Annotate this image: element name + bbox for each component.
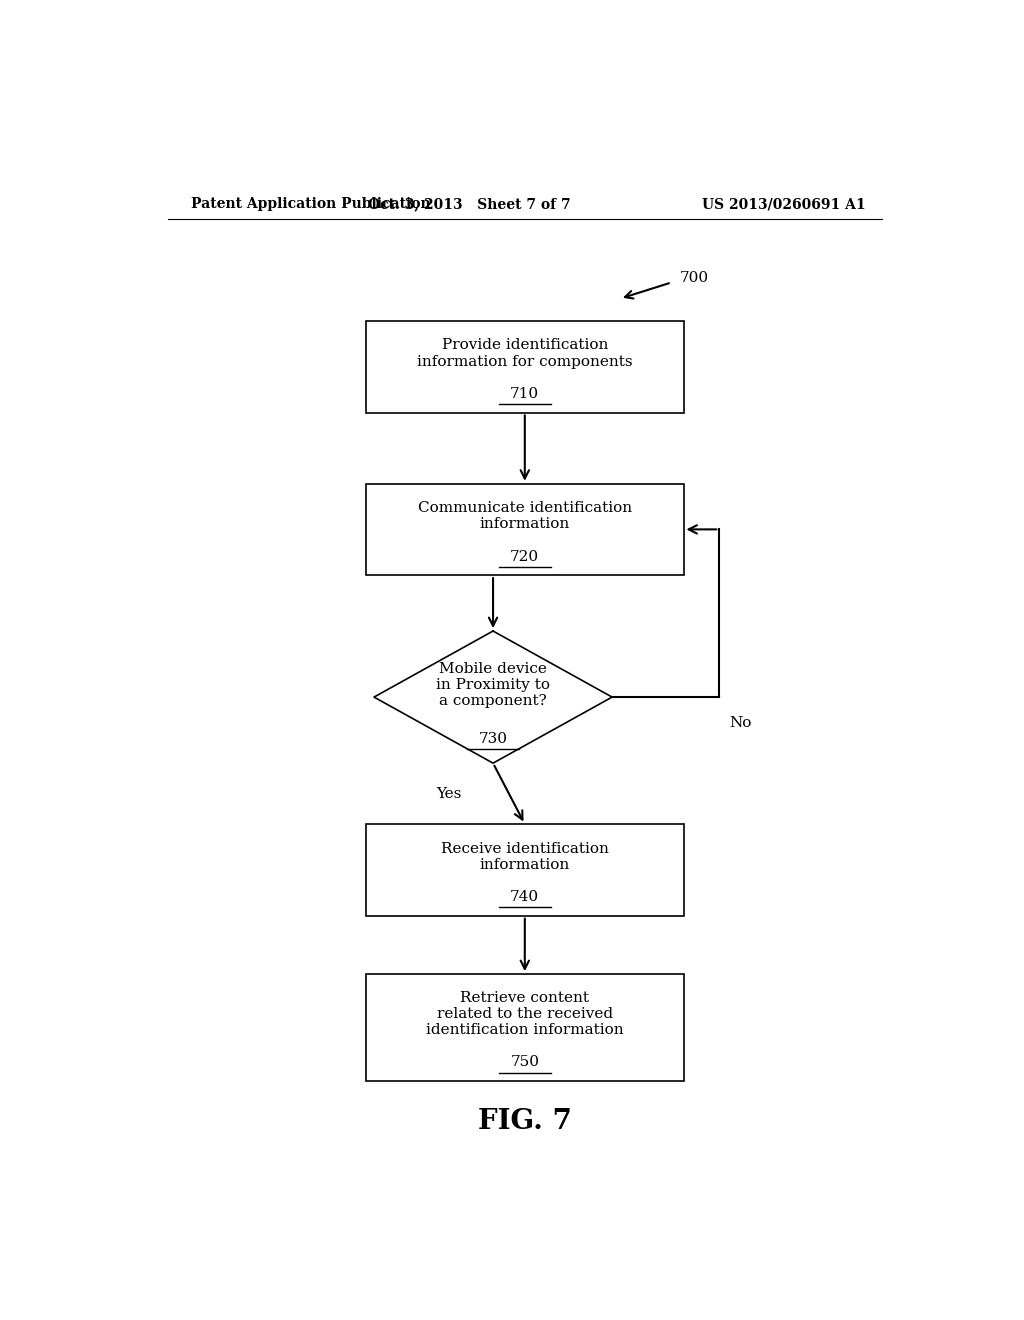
Text: Oct. 3, 2013   Sheet 7 of 7: Oct. 3, 2013 Sheet 7 of 7 <box>368 197 570 211</box>
Polygon shape <box>374 631 612 763</box>
Text: 750: 750 <box>510 1056 540 1069</box>
FancyBboxPatch shape <box>367 483 684 576</box>
Text: No: No <box>729 715 752 730</box>
Text: Mobile device
in Proximity to
a component?: Mobile device in Proximity to a componen… <box>436 661 550 708</box>
Text: US 2013/0260691 A1: US 2013/0260691 A1 <box>702 197 866 211</box>
Text: 740: 740 <box>510 890 540 904</box>
Text: Patent Application Publication: Patent Application Publication <box>191 197 431 211</box>
Text: Receive identification
information: Receive identification information <box>441 842 608 871</box>
FancyBboxPatch shape <box>367 321 684 412</box>
Text: 700: 700 <box>680 272 709 285</box>
Text: Communicate identification
information: Communicate identification information <box>418 502 632 531</box>
Text: Provide identification
information for components: Provide identification information for c… <box>417 338 633 368</box>
FancyBboxPatch shape <box>367 974 684 1081</box>
Text: Yes: Yes <box>436 787 462 801</box>
Text: 730: 730 <box>478 731 508 746</box>
Text: FIG. 7: FIG. 7 <box>478 1109 571 1135</box>
Text: 710: 710 <box>510 387 540 401</box>
Text: 720: 720 <box>510 550 540 564</box>
FancyBboxPatch shape <box>367 824 684 916</box>
Text: Retrieve content
related to the received
identification information: Retrieve content related to the received… <box>426 991 624 1038</box>
